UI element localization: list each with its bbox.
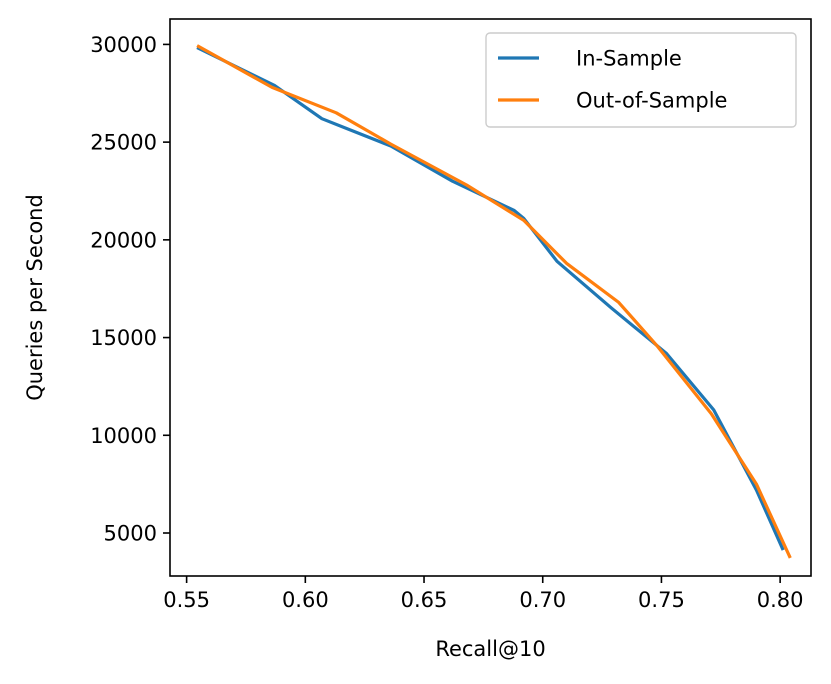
- x-tick-label: 0.75: [638, 588, 685, 612]
- y-tick-label: 20000: [90, 228, 157, 252]
- plot-frame: [169, 18, 812, 577]
- legend-label-out-of-sample: Out-of-Sample: [576, 89, 727, 113]
- series-line-out-of-sample: [196, 44, 792, 559]
- y-tick-label: 10000: [90, 424, 157, 448]
- series-line-in-sample: [196, 46, 785, 551]
- y-tick-label: 25000: [90, 131, 157, 155]
- x-tick-label: 0.80: [757, 588, 804, 612]
- x-axis-label: Recall@10: [435, 637, 545, 661]
- y-axis: 5000 10000 15000 20000 25000 30000: [90, 33, 170, 546]
- y-axis-label: Queries per Second: [23, 194, 47, 401]
- legend-label-in-sample: In-Sample: [576, 47, 682, 71]
- y-tick-label: 30000: [90, 33, 157, 57]
- x-tick-label: 0.65: [401, 588, 448, 612]
- x-tick-label: 0.60: [282, 588, 329, 612]
- legend-box: [485, 32, 797, 128]
- x-tick-label: 0.55: [163, 588, 210, 612]
- y-tick-label: 15000: [90, 326, 157, 350]
- plot-lines: [196, 44, 792, 559]
- x-tick-label: 0.70: [519, 588, 566, 612]
- x-axis: 0.55 0.60 0.65 0.70 0.75 0.80: [163, 576, 804, 612]
- legend: In-Sample Out-of-Sample: [485, 32, 797, 128]
- y-tick-label: 5000: [104, 522, 157, 546]
